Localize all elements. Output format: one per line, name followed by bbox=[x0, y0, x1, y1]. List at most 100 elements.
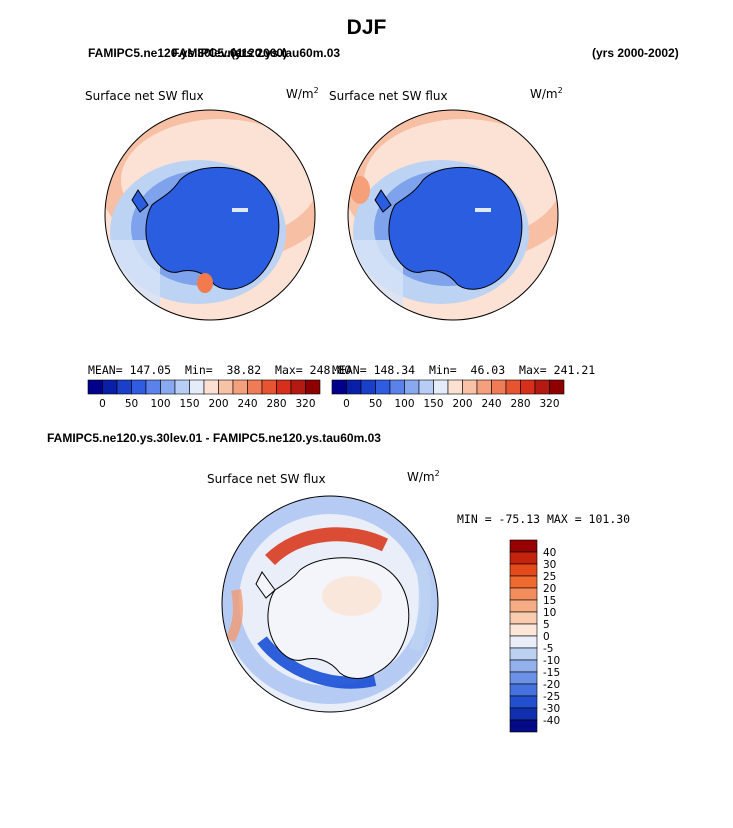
panel1-colorbar-box bbox=[189, 379, 205, 395]
panel2-colorbar-box bbox=[520, 379, 536, 395]
panel1-colorbar-tick-label: 280 bbox=[266, 398, 286, 410]
panel1-colorbar: 0 50 100 150 200 240 280 320 bbox=[87, 379, 321, 410]
panel1-ice-shelf bbox=[232, 208, 248, 212]
panel1-peninsula bbox=[131, 189, 149, 213]
panel1-colorbar-box bbox=[232, 379, 248, 395]
panel1-colorbar-box bbox=[305, 379, 321, 395]
panel2-title: Surface net SW flux bbox=[329, 89, 448, 103]
panel2-colorbar-box bbox=[404, 379, 420, 395]
panel1-colorbar-box bbox=[261, 379, 277, 395]
diff-colorbar-tick-label: 15 bbox=[543, 595, 556, 607]
panel1-map bbox=[105, 110, 315, 320]
panel2-colorbar-box bbox=[534, 379, 550, 395]
diff-colorbar-box bbox=[509, 599, 538, 613]
panel2-colorbar-box bbox=[505, 379, 521, 395]
diff-colorbar-tick-label: 30 bbox=[543, 559, 556, 571]
panel1-antarctica bbox=[145, 167, 280, 290]
diff-map bbox=[222, 496, 438, 712]
diff-title: FAMIPC5.ne120.ys.30lev.01 - FAMIPC5.ne12… bbox=[47, 431, 381, 445]
panel2-colorbar-box bbox=[360, 379, 376, 395]
diff-colorbar-tick-label: -25 bbox=[543, 691, 560, 703]
panel2-colorbar-box bbox=[375, 379, 391, 395]
panel2-colorbar-tick-label: 320 bbox=[539, 398, 559, 410]
diff-colorbar-box bbox=[509, 587, 538, 601]
panel2-colorbar-box bbox=[433, 379, 449, 395]
panel1-colorbar-box bbox=[203, 379, 219, 395]
panel2-colorbar-tick-label: 150 bbox=[423, 398, 443, 410]
diff-colorbar-box bbox=[509, 707, 538, 721]
panel1-title: Surface net SW flux bbox=[85, 89, 204, 103]
panel1-colorbar-box bbox=[160, 379, 176, 395]
diff-colorbar-tick-label: -10 bbox=[543, 655, 560, 667]
panel1-colorbar-box bbox=[290, 379, 306, 395]
panel1-colorbar-tick-label: 320 bbox=[295, 398, 315, 410]
panel1-border bbox=[104, 109, 316, 321]
panel2-colorbar-box bbox=[331, 379, 347, 395]
panel2-antarctica bbox=[388, 167, 523, 290]
diff-colorbar-box bbox=[509, 623, 538, 637]
diff-colorbar-box bbox=[509, 539, 538, 553]
diff-cold-arc bbox=[257, 636, 377, 689]
panel2-units: W/m2 bbox=[530, 86, 563, 101]
panel1-units: W/m2 bbox=[286, 86, 319, 101]
diff-colorbar-tick-label: 10 bbox=[543, 607, 556, 619]
panel2-colorbar-tick-label: 280 bbox=[510, 398, 530, 410]
diff-colorbar-box bbox=[509, 575, 538, 589]
diff-colorbar-box bbox=[509, 563, 538, 577]
panel2-colorbar-tick-label: 200 bbox=[452, 398, 472, 410]
diff-warm-arc bbox=[265, 527, 389, 566]
diff-colorbar-box bbox=[509, 647, 538, 661]
panel1-colorbar-box bbox=[174, 379, 190, 395]
panel1-colorbar-box bbox=[131, 379, 147, 395]
panel2-colorbar-box bbox=[447, 379, 463, 395]
panel1-colorbar-box bbox=[145, 379, 161, 395]
panel1-colorbar-tick-label: 240 bbox=[237, 398, 257, 410]
diff-border bbox=[221, 495, 439, 713]
diff-colorbar-tick-label: -5 bbox=[543, 643, 553, 655]
panel1-colorbar-tick-label: 0 bbox=[99, 398, 106, 410]
diff-colorbar-box bbox=[509, 659, 538, 673]
diff-colorbar-tick-label: 0 bbox=[543, 631, 550, 643]
panel2-colorbar-tick-label: 50 bbox=[369, 398, 382, 410]
diff-west-warm bbox=[225, 589, 243, 643]
diff-colorbar-tick-label: -15 bbox=[543, 667, 560, 679]
diff-colorbar-box bbox=[509, 635, 538, 649]
diff-units: W/m2 bbox=[407, 469, 440, 484]
panel2-peninsula bbox=[374, 189, 392, 213]
panel2-colorbar: 0 50 100 150 200 240 280 320 bbox=[331, 379, 565, 410]
panel2-colorbar-box bbox=[389, 379, 405, 395]
season-title: DJF bbox=[346, 16, 387, 39]
panel1-warm-spot bbox=[197, 273, 213, 293]
panel2-colorbar-box bbox=[418, 379, 434, 395]
panel1-colorbar-tick-label: 50 bbox=[125, 398, 138, 410]
panel1-colorbar-box bbox=[87, 379, 103, 395]
panel2-colorbar-box bbox=[549, 379, 565, 395]
panel1-colorbar-box bbox=[247, 379, 263, 395]
diff-interior-warm bbox=[322, 576, 382, 616]
diff-east-band bbox=[409, 558, 431, 653]
panel1-colorbar-tick-label: 150 bbox=[179, 398, 199, 410]
panel2-colorbar-box bbox=[491, 379, 507, 395]
diff-colorbar-tick-label: -20 bbox=[543, 679, 560, 691]
years-label: (yrs 2000-2002) bbox=[592, 46, 679, 60]
panel1-colorbar-box bbox=[102, 379, 118, 395]
diff-colorbar-tick-label: 40 bbox=[543, 547, 556, 559]
diff-colorbar-box bbox=[509, 551, 538, 565]
diff-colorbar-tick-label: 20 bbox=[543, 583, 556, 595]
diff-colorbar-box bbox=[509, 695, 538, 709]
diff-colorbar-tick-label: 5 bbox=[543, 619, 550, 631]
diff-colorbar-box bbox=[509, 611, 538, 625]
diff-colorbar-tick-label: 25 bbox=[543, 571, 556, 583]
panel1-colorbar-box bbox=[218, 379, 234, 395]
panel2-warm-spot bbox=[350, 176, 370, 204]
diff-panel-title: Surface net SW flux bbox=[207, 472, 326, 486]
panel1-colorbar-tick-label: 200 bbox=[208, 398, 228, 410]
panel2-colorbar-tick-label: 240 bbox=[481, 398, 501, 410]
panel1-colorbar-box bbox=[116, 379, 132, 395]
panel2-colorbar-box bbox=[476, 379, 492, 395]
diff-minmax: MIN = -75.13 MAX = 101.30 bbox=[457, 512, 631, 526]
diff-colorbar-tick-label: -30 bbox=[543, 703, 560, 715]
panel1-colorbar-box bbox=[276, 379, 292, 395]
